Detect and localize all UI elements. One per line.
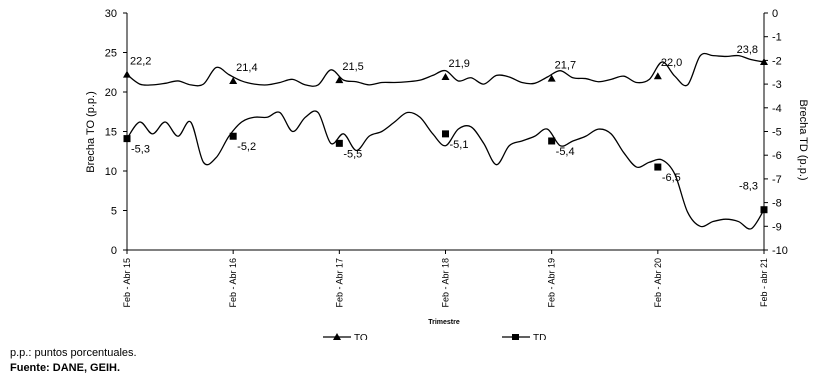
y-left-tick-label: 0	[111, 245, 117, 257]
series-to-marker	[335, 76, 344, 84]
data-label-to: 22,2	[130, 56, 151, 68]
y-right-tick-label: -1	[772, 32, 782, 44]
y-right-tick-label: -3	[772, 79, 782, 91]
series-td-marker	[442, 130, 449, 138]
data-label-td: -5,4	[556, 146, 575, 158]
x-tick-label: Feb - Abr 19	[547, 258, 557, 308]
footnote-source: Fuente: DANE, GEIH.	[10, 362, 121, 374]
series-to-line	[126, 52, 765, 87]
x-tick-label: Feb - Abr 16	[228, 258, 238, 308]
y-right-tick-label: 0	[772, 8, 778, 20]
legend-td-label: TD	[533, 333, 546, 340]
y-left-tick-label: 15	[105, 127, 117, 139]
x-tick-label: Feb - Abr 20	[653, 258, 663, 308]
y-right-tick-label: -7	[772, 174, 782, 186]
data-labels: 22,2 21,4 21,5 21,9 21,7 22,0 23,8 -5,3 -5,2 -5,5…	[130, 44, 758, 193]
x-axis-title: Trimestre	[428, 319, 460, 326]
y-axis-right-title: Brecha TD (p.p.)	[797, 99, 809, 180]
series-td-marker	[548, 137, 556, 145]
series-td-line	[126, 110, 765, 230]
x-tick-label: Feb - abr 21	[759, 258, 769, 307]
y-right-tick-label: -6	[772, 150, 782, 162]
legend: TO TD	[323, 333, 546, 340]
y-left-tick-label: 25	[105, 48, 117, 60]
y-left-tick-label: 5	[111, 206, 117, 218]
data-label-td: -6,5	[662, 172, 681, 184]
y-right-tick-label: -5	[772, 127, 782, 139]
series-td	[123, 110, 768, 230]
y-right-tick-label: -10	[772, 245, 788, 257]
data-label-to: 21,4	[236, 62, 257, 74]
y-axis-left-title: Brecha TO (p.p.)	[85, 91, 97, 173]
y-right-tick-label: -4	[772, 103, 782, 115]
legend-to-marker	[333, 333, 341, 340]
y-right-tick-label: -8	[772, 198, 782, 210]
data-label-td: -5,3	[131, 144, 150, 156]
legend-to-label: TO	[354, 333, 368, 340]
x-tick-label: Feb - Abr 17	[334, 258, 344, 308]
series-to-marker	[760, 57, 768, 65]
series-to-marker	[123, 70, 131, 78]
series-to	[123, 52, 768, 87]
data-label-to: 21,5	[342, 61, 363, 73]
y-right-tick-label: -9	[772, 221, 782, 233]
y-right-tick-label: -2	[772, 55, 782, 67]
series-td-marker	[229, 132, 237, 140]
data-label-to: 21,9	[449, 58, 470, 70]
data-label-to: 22,0	[661, 57, 682, 69]
footnote-units: p.p.: puntos porcentuales.	[10, 347, 137, 359]
y-left-tick-label: 30	[105, 8, 117, 20]
series-td-marker	[335, 139, 343, 147]
series-td-marker	[654, 163, 662, 171]
series-to-marker	[229, 76, 238, 84]
x-tick-label: Feb - Abr 18	[441, 258, 451, 308]
data-label-to: 23,8	[737, 44, 758, 56]
data-label-td: -8,3	[739, 181, 758, 193]
series-to-marker	[653, 72, 662, 80]
series-to-marker	[547, 74, 556, 82]
series-td-marker	[760, 206, 768, 214]
data-label-td: -5,1	[450, 139, 469, 151]
series-td-marker	[123, 135, 131, 143]
data-label-td: -5,2	[237, 141, 256, 153]
y-left-tick-label: 20	[105, 87, 117, 99]
x-tick-label: Feb - Abr 15	[122, 258, 132, 308]
y-left-tick-label: 10	[105, 166, 117, 178]
data-label-td: -5,5	[343, 148, 362, 160]
data-label-to: 21,7	[555, 60, 576, 72]
series-to-marker	[441, 72, 450, 80]
legend-td-marker	[512, 334, 519, 340]
